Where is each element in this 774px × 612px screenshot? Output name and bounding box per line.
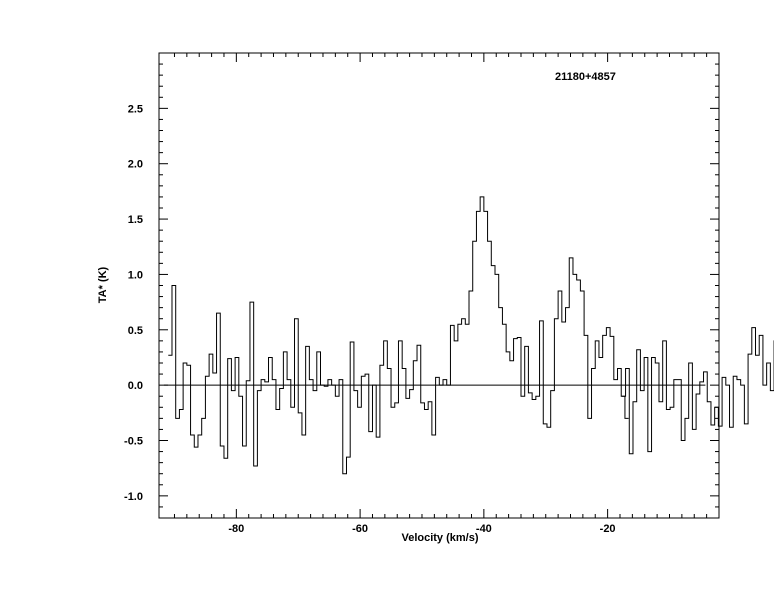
y-axis-label: TA* (K)	[97, 266, 109, 303]
y-tick-label: 1.5	[128, 214, 143, 226]
y-tick-label: 0.5	[128, 325, 143, 337]
y-tick-label: 0.0	[128, 380, 143, 392]
y-tick-label: -0.5	[124, 436, 143, 448]
x-tick-label: -20	[600, 523, 616, 535]
spectrum-step-line-1	[168, 196, 629, 475]
axis-ticks	[159, 53, 720, 518]
x-tick-labels: -80 -60 -40 -20	[228, 523, 615, 535]
plot-frame	[158, 52, 720, 519]
y-tick-label: -1.0	[124, 491, 143, 503]
x-tick-label: -80	[228, 523, 244, 535]
x-tick-label: -60	[352, 523, 368, 535]
y-tick-label: 2.0	[128, 159, 143, 171]
x-tick-label: -40	[476, 523, 492, 535]
spectrum-series	[168, 196, 774, 475]
plot-border	[158, 52, 720, 519]
x-axis-label: Velocity (km/s)	[401, 532, 478, 544]
y-tick-label: 2.5	[128, 103, 143, 115]
y-tick-label: 1.0	[128, 269, 143, 281]
spectrum-step-line-2	[621, 327, 774, 455]
chart-title: 21180+4857	[555, 71, 616, 83]
y-tick-labels: -1.0 -0.5 0.0 0.5 1.0 1.5 2.0 2.5	[124, 103, 143, 503]
